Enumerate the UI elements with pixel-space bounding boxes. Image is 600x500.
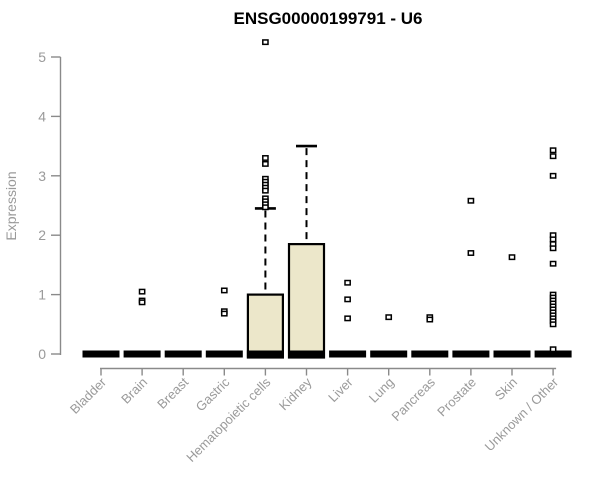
outlier-point-liver bbox=[344, 296, 351, 303]
outlier-point-prostate bbox=[467, 250, 475, 256]
median-lung bbox=[370, 350, 408, 358]
median-kidney bbox=[288, 350, 325, 358]
outlier-point-unknown-other bbox=[549, 245, 557, 252]
outlier-point-liver bbox=[344, 279, 351, 286]
y-tick-label-1: 1 bbox=[38, 287, 46, 303]
y-tick-label-4: 4 bbox=[38, 108, 46, 124]
category-label-unknown-other: Unknown / Other bbox=[482, 374, 562, 454]
box-hematopoietic-cells bbox=[246, 293, 284, 359]
outlier-point-liver bbox=[344, 315, 351, 322]
category-label-prostate: Prostate bbox=[434, 375, 479, 420]
median-skin bbox=[493, 350, 531, 358]
y-tick-label-3: 3 bbox=[38, 168, 46, 184]
category-label-kidney: Kidney bbox=[276, 374, 315, 413]
outlier-point-unknown-other bbox=[549, 172, 557, 179]
outlier-point-unknown-other bbox=[549, 147, 557, 154]
median-liver bbox=[329, 350, 367, 358]
category-label-skin: Skin bbox=[492, 375, 520, 403]
category-label-lung: Lung bbox=[366, 375, 397, 406]
chart-title: ENSG00000199791 - U6 bbox=[233, 9, 422, 28]
outlier-point-hematopoietic-cells bbox=[262, 155, 269, 161]
outlier-point-prostate bbox=[467, 197, 475, 204]
outlier-point-unknown-other bbox=[549, 260, 557, 267]
outlier-point-pancreas bbox=[426, 316, 434, 323]
outlier-point-brain bbox=[138, 299, 146, 306]
category-label-pancreas: Pancreas bbox=[388, 374, 438, 424]
outlier-point-hematopoietic-cells bbox=[262, 39, 269, 46]
median-gastric bbox=[205, 350, 243, 358]
category-label-gastric: Gastric bbox=[193, 374, 233, 414]
category-label-brain: Brain bbox=[118, 375, 150, 407]
median-prostate bbox=[452, 350, 490, 358]
outlier-point-unknown-other bbox=[549, 321, 557, 328]
median-breast bbox=[164, 350, 202, 358]
category-label-liver: Liver bbox=[325, 374, 356, 405]
median-brain bbox=[123, 350, 161, 358]
outlier-point-skin bbox=[508, 254, 516, 261]
y-tick-label-2: 2 bbox=[38, 227, 46, 243]
outlier-point-gastric bbox=[220, 310, 228, 317]
box-kidney bbox=[287, 243, 326, 359]
y-tick-label-5: 5 bbox=[38, 49, 46, 65]
outlier-point-unknown-other bbox=[549, 153, 557, 160]
y-axis-label: Expression bbox=[3, 171, 19, 240]
median-bladder bbox=[82, 350, 120, 358]
outlier-point-hematopoietic-cells bbox=[262, 187, 269, 194]
outlier-point-unknown-other bbox=[549, 236, 557, 243]
outlier-point-hematopoietic-cells bbox=[262, 160, 269, 167]
median-unknown-other bbox=[534, 350, 572, 358]
outlier-point-gastric bbox=[220, 287, 228, 294]
category-label-bladder: Bladder bbox=[67, 374, 110, 417]
category-label-breast: Breast bbox=[154, 374, 191, 411]
median-pancreas bbox=[411, 350, 449, 358]
outlier-point-lung bbox=[385, 314, 393, 321]
outlier-point-hematopoietic-cells bbox=[262, 204, 269, 211]
median-hematopoietic-cells bbox=[246, 350, 284, 358]
outlier-point-brain bbox=[138, 288, 146, 295]
y-tick-label-0: 0 bbox=[38, 346, 46, 362]
outlier-point-unknown-other bbox=[549, 346, 557, 353]
